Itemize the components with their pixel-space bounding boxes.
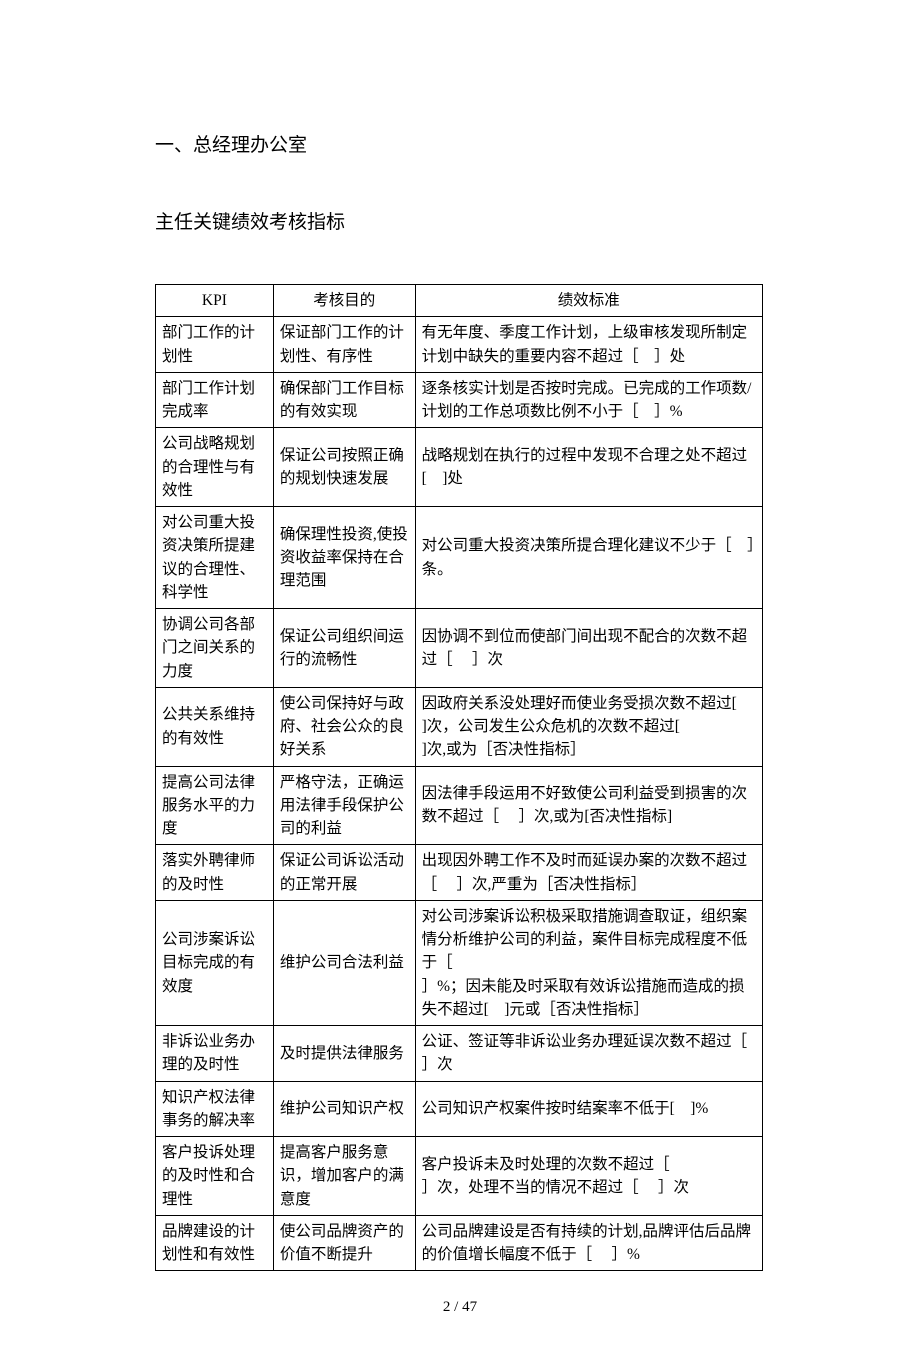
cell-purpose: 维护公司合法利益: [273, 900, 415, 1025]
cell-standard: 出现因外聘工作不及时而延误办案的次数不超过［ ］次,严重为［否决性指标］: [415, 845, 762, 901]
table-body: 部门工作的计划性保证部门工作的计划性、有序性有无年度、季度工作计划，上级审核发现…: [156, 317, 763, 1271]
table-row: 非诉讼业务办理的及时性及时提供法律服务公证、签证等非诉讼业务办理延误次数不超过［…: [156, 1026, 763, 1082]
cell-kpi: 非诉讼业务办理的及时性: [156, 1026, 274, 1082]
cell-standard: 公证、签证等非诉讼业务办理延误次数不超过［ ］次: [415, 1026, 762, 1082]
cell-kpi: 落实外聘律师的及时性: [156, 845, 274, 901]
cell-purpose: 使公司品牌资产的价值不断提升: [273, 1215, 415, 1271]
table-row: 公司涉案诉讼目标完成的有效度维护公司合法利益对公司涉案诉讼积极采取措施调查取证，…: [156, 900, 763, 1025]
cell-purpose: 保证公司诉讼活动的正常开展: [273, 845, 415, 901]
cell-purpose: 使公司保持好与政府、社会公众的良好关系: [273, 687, 415, 766]
cell-purpose: 提高客户服务意识，增加客户的满意度: [273, 1137, 415, 1216]
cell-kpi: 品牌建设的计划性和有效性: [156, 1215, 274, 1271]
cell-standard: 逐条核实计划是否按时完成。已完成的工作项数/计划的工作总项数比例不小于［ ］%: [415, 372, 762, 428]
cell-standard: 因法律手段运用不好致使公司利益受到损害的次数不超过［ ］次,或为[否决性指标]: [415, 766, 762, 845]
header-kpi: KPI: [156, 285, 274, 317]
table-row: 落实外聘律师的及时性保证公司诉讼活动的正常开展出现因外聘工作不及时而延误办案的次…: [156, 845, 763, 901]
cell-kpi: 部门工作计划完成率: [156, 372, 274, 428]
cell-kpi: 提高公司法律服务水平的力度: [156, 766, 274, 845]
table-row: 公共关系维持的有效性使公司保持好与政府、社会公众的良好关系因政府关系没处理好而使…: [156, 687, 763, 766]
cell-purpose: 保证部门工作的计划性、有序性: [273, 317, 415, 373]
table-row: 公司战略规划的合理性与有效性保证公司按照正确的规划快速发展战略规划在执行的过程中…: [156, 428, 763, 507]
cell-purpose: 保证公司按照正确的规划快速发展: [273, 428, 415, 507]
table-row: 对公司重大投资决策所提建议的合理性、科学性确保理性投资,使投资收益率保持在合理范…: [156, 507, 763, 609]
cell-kpi: 客户投诉处理的及时性和合理性: [156, 1137, 274, 1216]
cell-purpose: 及时提供法律服务: [273, 1026, 415, 1082]
table-row: 协调公司各部门之间关系的力度保证公司组织间运行的流畅性因协调不到位而使部门间出现…: [156, 609, 763, 688]
kpi-table: KPI 考核目的 绩效标准 部门工作的计划性保证部门工作的计划性、有序性有无年度…: [155, 284, 763, 1271]
table-row: 知识产权法律事务的解决率维护公司知识产权公司知识产权案件按时结案率不低于[ ]%: [156, 1081, 763, 1137]
cell-standard: 对公司涉案诉讼积极采取措施调查取证，组织案情分析维护公司的利益，案件目标完成程度…: [415, 900, 762, 1025]
cell-kpi: 部门工作的计划性: [156, 317, 274, 373]
table-row: 部门工作计划完成率确保部门工作目标的有效实现逐条核实计划是否按时完成。已完成的工…: [156, 372, 763, 428]
cell-kpi: 对公司重大投资决策所提建议的合理性、科学性: [156, 507, 274, 609]
header-standard: 绩效标准: [415, 285, 762, 317]
table-row: 品牌建设的计划性和有效性使公司品牌资产的价值不断提升公司品牌建设是否有持续的计划…: [156, 1215, 763, 1271]
table-row: 客户投诉处理的及时性和合理性提高客户服务意识，增加客户的满意度客户投诉未及时处理…: [156, 1137, 763, 1216]
table-row: 部门工作的计划性保证部门工作的计划性、有序性有无年度、季度工作计划，上级审核发现…: [156, 317, 763, 373]
header-purpose: 考核目的: [273, 285, 415, 317]
cell-purpose: 严格守法，正确运用法律手段保护公司的利益: [273, 766, 415, 845]
cell-standard: 因政府关系没处理好而使业务受损次数不超过[ ]次，公司发生公众危机的次数不超过[…: [415, 687, 762, 766]
cell-standard: 有无年度、季度工作计划，上级审核发现所制定计划中缺失的重要内容不超过［ ］处: [415, 317, 762, 373]
cell-standard: 因协调不到位而使部门间出现不配合的次数不超过［ ］次: [415, 609, 762, 688]
cell-kpi: 协调公司各部门之间关系的力度: [156, 609, 274, 688]
section-heading: 一、总经理办公室: [155, 130, 765, 157]
cell-standard: 对公司重大投资决策所提合理化建议不少于［ ］条。: [415, 507, 762, 609]
cell-purpose: 保证公司组织间运行的流畅性: [273, 609, 415, 688]
section-subheading: 主任关键绩效考核指标: [155, 207, 765, 234]
cell-standard: 公司知识产权案件按时结案率不低于[ ]%: [415, 1081, 762, 1137]
cell-standard: 公司品牌建设是否有持续的计划,品牌评估后品牌的价值增长幅度不低于［ ］%: [415, 1215, 762, 1271]
table-header-row: KPI 考核目的 绩效标准: [156, 285, 763, 317]
table-row: 提高公司法律服务水平的力度严格守法，正确运用法律手段保护公司的利益因法律手段运用…: [156, 766, 763, 845]
cell-kpi: 公司战略规划的合理性与有效性: [156, 428, 274, 507]
cell-purpose: 确保理性投资,使投资收益率保持在合理范围: [273, 507, 415, 609]
cell-purpose: 维护公司知识产权: [273, 1081, 415, 1137]
cell-purpose: 确保部门工作目标的有效实现: [273, 372, 415, 428]
cell-kpi: 知识产权法律事务的解决率: [156, 1081, 274, 1137]
cell-kpi: 公司涉案诉讼目标完成的有效度: [156, 900, 274, 1025]
cell-standard: 客户投诉未及时处理的次数不超过［ ］次，处理不当的情况不超过［ ］次: [415, 1137, 762, 1216]
cell-kpi: 公共关系维持的有效性: [156, 687, 274, 766]
cell-standard: 战略规划在执行的过程中发现不合理之处不超过[ ]处: [415, 428, 762, 507]
